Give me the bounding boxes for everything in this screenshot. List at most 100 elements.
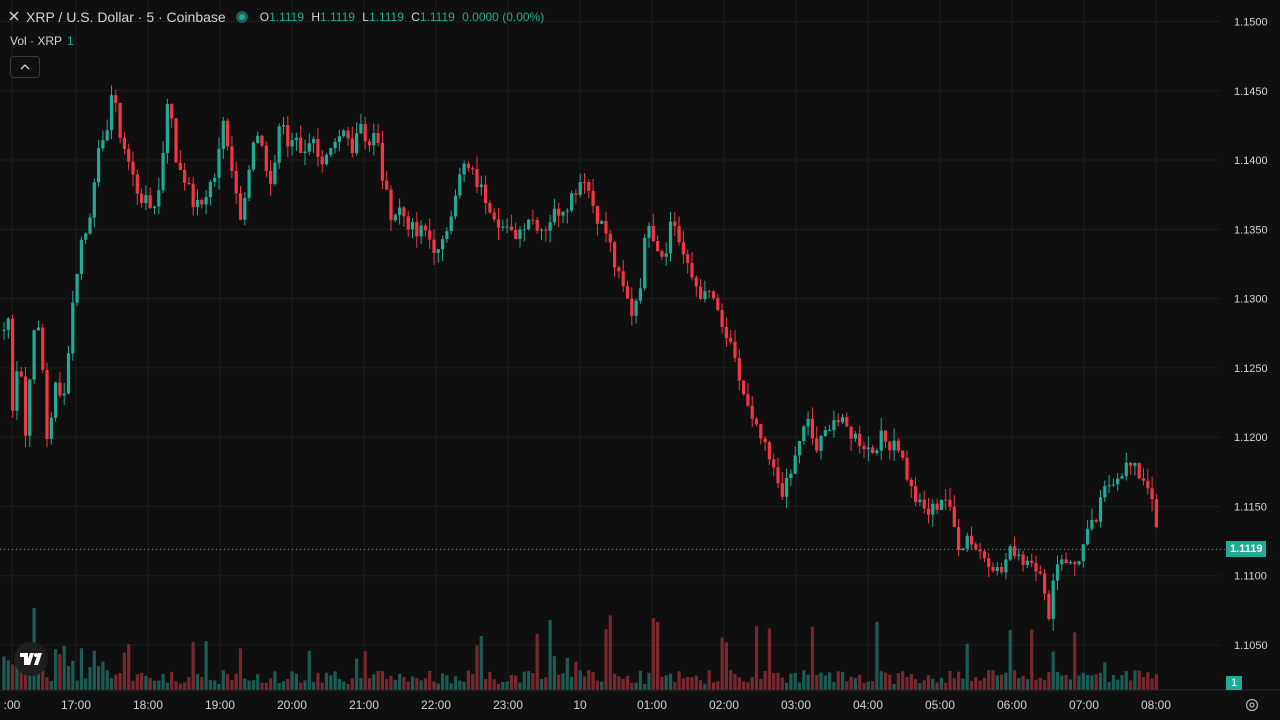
volume-bar xyxy=(294,673,298,690)
candle-body xyxy=(948,499,952,507)
candle-body xyxy=(686,254,690,264)
candle-body xyxy=(806,418,810,427)
candle-body xyxy=(204,197,208,205)
collapse-legend-button[interactable] xyxy=(10,56,40,78)
volume-bar xyxy=(247,680,251,690)
volume-bar xyxy=(337,679,341,690)
candle-body xyxy=(264,145,268,171)
volume-bar xyxy=(944,682,948,690)
candle-body xyxy=(436,249,440,253)
candle-body xyxy=(939,499,943,510)
candle-body xyxy=(359,123,363,134)
symbol-title[interactable]: XRP / U.S. Dollar · 5 · Coinbase xyxy=(26,9,226,25)
volume-bar xyxy=(269,678,273,690)
candle-body xyxy=(92,182,96,218)
volume-bar xyxy=(41,670,45,690)
volume-bar xyxy=(815,674,819,690)
time-axis-label: 22:00 xyxy=(421,698,451,712)
candle-body xyxy=(1043,573,1047,594)
time-axis-label: 06:00 xyxy=(997,698,1027,712)
volume-bar xyxy=(238,648,243,690)
volume-bar xyxy=(191,642,195,690)
volume-bar xyxy=(423,678,427,690)
candle-body xyxy=(840,417,845,423)
volume-bar xyxy=(208,679,212,690)
volume-bar xyxy=(6,660,10,690)
volume-legend: Vol · XRP 1 xyxy=(10,34,74,48)
volume-bar xyxy=(957,671,961,690)
candle-body xyxy=(1060,559,1064,565)
volume-bar xyxy=(342,681,346,690)
candle-body xyxy=(1008,546,1012,560)
volume-bar xyxy=(157,680,161,690)
volume-bar xyxy=(522,671,526,690)
candle-body xyxy=(458,174,462,196)
volume-bar xyxy=(729,670,733,690)
candle-body xyxy=(398,207,402,215)
candle-body xyxy=(922,499,926,509)
candle-body xyxy=(505,226,509,228)
candle-body xyxy=(548,222,552,231)
candle-body xyxy=(174,118,178,163)
candle-body xyxy=(243,198,247,220)
volume-bar xyxy=(699,680,703,690)
volume-bar xyxy=(441,673,445,690)
volume-bar xyxy=(187,677,191,690)
candle-body xyxy=(221,120,225,149)
market-status-icon[interactable] xyxy=(235,11,248,23)
volume-bar xyxy=(845,681,849,690)
candle-body xyxy=(896,440,900,451)
candle-body xyxy=(419,225,423,237)
volume-bar xyxy=(694,675,698,690)
candle-body xyxy=(918,499,922,503)
candle-body xyxy=(656,241,660,252)
volume-bar xyxy=(991,670,995,690)
candle-body xyxy=(226,120,230,147)
tradingview-logo[interactable] xyxy=(14,642,48,676)
candle-body xyxy=(269,170,273,184)
candle-body xyxy=(716,298,720,311)
candle-body xyxy=(1086,528,1090,545)
candle-body xyxy=(496,219,501,228)
candle-body xyxy=(200,199,204,205)
candle-body xyxy=(488,202,492,213)
volume-bar xyxy=(969,680,974,690)
volume-bar xyxy=(574,661,578,690)
candle-body xyxy=(1133,463,1137,466)
volume-bar xyxy=(1038,677,1042,690)
volume-bar xyxy=(664,675,668,690)
volume-bar xyxy=(264,682,268,690)
candle-body xyxy=(1107,485,1111,487)
volume-bar xyxy=(789,673,793,690)
time-axis-label: 19:00 xyxy=(205,698,235,712)
candle-body xyxy=(694,277,698,287)
volume-bar xyxy=(45,677,49,690)
candle-body xyxy=(527,219,531,230)
candle-body xyxy=(707,291,711,293)
price-axis-label: 1.1100 xyxy=(1234,571,1267,583)
volume-bar xyxy=(148,677,152,690)
volume-bar xyxy=(707,670,711,690)
volume-bar xyxy=(759,678,763,690)
volume-bar xyxy=(1004,672,1008,690)
volume-bar xyxy=(1030,629,1034,690)
candle-body xyxy=(733,341,737,359)
candle-body xyxy=(888,441,892,451)
volume-bar xyxy=(251,680,255,690)
volume-bar xyxy=(746,682,750,690)
candle-body xyxy=(673,221,677,227)
settings-gear-icon[interactable] xyxy=(1244,697,1260,713)
volume-bar xyxy=(333,671,337,690)
candle-body xyxy=(514,230,518,239)
volume-bar xyxy=(737,677,741,690)
candle-body xyxy=(664,253,668,257)
volume-bar xyxy=(595,680,599,690)
candle-body xyxy=(978,549,982,552)
chart-icon xyxy=(8,9,20,25)
volume-bar xyxy=(1012,670,1017,690)
candle-body xyxy=(1073,562,1077,565)
candle-body xyxy=(1116,478,1120,485)
candle-body xyxy=(127,148,131,162)
volume-bar xyxy=(797,682,802,690)
